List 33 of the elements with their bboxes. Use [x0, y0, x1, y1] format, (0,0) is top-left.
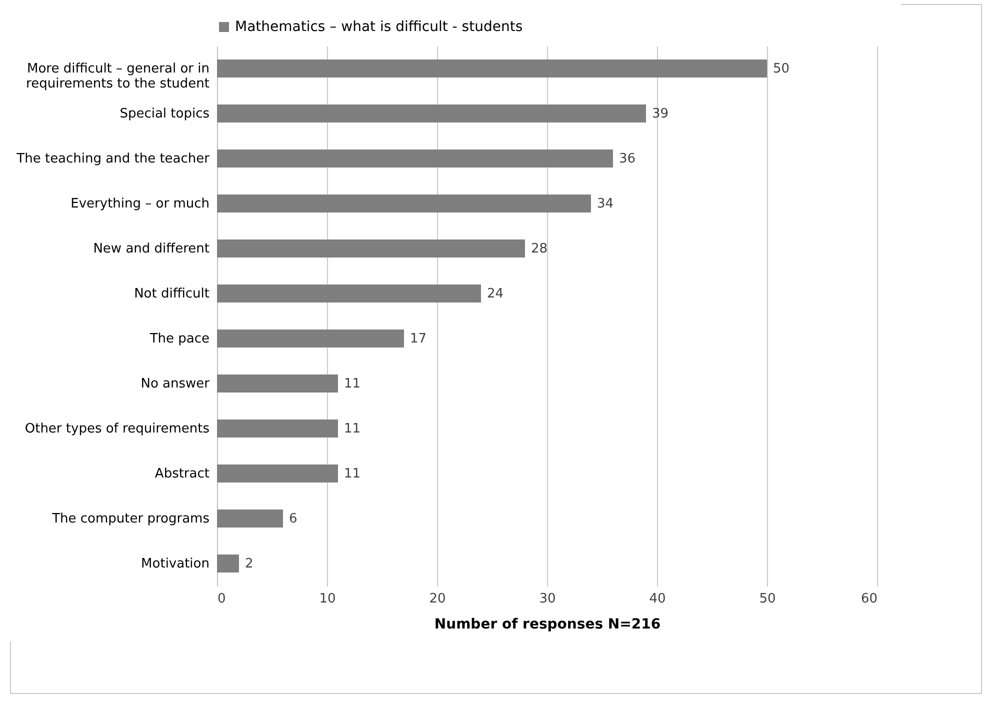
- x-tick-label: 60: [860, 592, 878, 606]
- y-tick-label: New and different: [93, 242, 210, 256]
- legend-label: Mathematics – what is difficult - students: [235, 19, 523, 35]
- y-tick-label: Other types of requirements: [24, 422, 210, 436]
- data-label: 11: [344, 466, 361, 482]
- y-tick-label: The pace: [148, 332, 210, 346]
- x-tick-label: 0: [218, 592, 226, 606]
- data-label: 24: [487, 286, 504, 302]
- data-label: 50: [773, 62, 790, 76]
- y-tick-label: Abstract: [154, 466, 210, 482]
- data-label: 2: [245, 556, 254, 572]
- data-label: 17: [410, 332, 427, 346]
- x-tick-label: 20: [429, 592, 446, 606]
- y-tick-label: Motivation: [141, 556, 210, 572]
- data-label: 39: [652, 106, 669, 122]
- data-label: 11: [344, 422, 361, 436]
- y-tick-label: More difficult – general or in requirements to the student: [26, 62, 210, 92]
- x-tick-label: 30: [539, 592, 556, 606]
- y-tick-label: Special topics: [120, 106, 210, 122]
- x-tick-label: 50: [759, 592, 776, 606]
- y-tick-label: Everything – or much: [70, 196, 210, 212]
- y-tick-label: The teaching and the teacher: [16, 152, 210, 166]
- data-label: 11: [344, 376, 361, 392]
- x-axis-title: Number of responses N=216: [434, 616, 661, 632]
- y-tick-label: The computer programs: [51, 512, 210, 526]
- data-label: 36: [619, 152, 636, 166]
- data-label: 28: [531, 242, 548, 256]
- y-tick-label: No answer: [140, 376, 210, 392]
- data-label: 6: [289, 512, 298, 526]
- data-label: 34: [597, 196, 614, 212]
- x-tick-label: 10: [319, 592, 336, 606]
- x-tick-label: 40: [649, 592, 666, 606]
- y-tick-label: Not difficult: [134, 286, 210, 302]
